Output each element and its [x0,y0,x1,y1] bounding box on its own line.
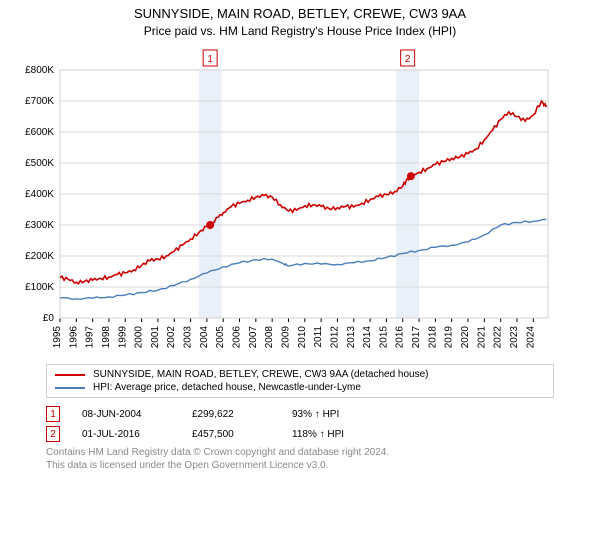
x-axis-label: 1995 [52,326,63,349]
license-line: Contains HM Land Registry data © Crown c… [46,446,590,459]
y-axis-label: £800K [25,65,54,76]
license-text: Contains HM Land Registry data © Crown c… [46,446,590,472]
y-axis-label: £600K [25,127,54,138]
x-axis-label: 2023 [509,326,520,349]
x-axis-label: 1999 [117,326,128,349]
y-axis-label: £500K [25,158,54,169]
sale-marker [407,172,415,180]
x-axis-label: 2011 [313,326,324,348]
x-axis-label: 2014 [362,326,373,349]
license-line: This data is licensed under the Open Gov… [46,459,590,472]
note-date: 01-JUL-2016 [82,429,192,440]
note-badge: 1 [46,406,60,422]
note-pct: 93% ↑ HPI [292,409,339,420]
price-chart: £0 £100K £200K £300K £400K £500K £600K £700K £80… [10,42,558,358]
y-axis-label: £100K [25,282,54,293]
x-axis-label: 2018 [427,326,438,349]
y-axis-label: £700K [25,96,54,107]
x-axis-label: 2022 [493,326,504,349]
note-row: 1 08-JUN-2004£299,62293% ↑ HPI [46,406,590,422]
legend: SUNNYSIDE, MAIN ROAD, BETLEY, CREWE, CW3… [46,364,554,398]
legend-swatch [55,387,85,389]
note-date: 08-JUN-2004 [82,409,192,420]
note-price: £457,500 [192,429,292,440]
x-axis-label: 2008 [264,326,275,349]
legend-label: SUNNYSIDE, MAIN ROAD, BETLEY, CREWE, CW3… [93,369,428,380]
x-axis-label: 2021 [476,326,487,349]
y-axis-label: £300K [25,220,54,231]
x-axis-label: 2003 [183,326,194,349]
x-axis-label: 2015 [378,326,389,349]
chart-title: SUNNYSIDE, MAIN ROAD, BETLEY, CREWE, CW3… [10,6,590,21]
x-axis-label: 2024 [525,326,536,349]
sale-notes: 1 08-JUN-2004£299,62293% ↑ HPI 2 01-JUL-201… [46,406,590,442]
x-axis-label: 2002 [166,326,177,349]
x-axis-label: 2020 [460,326,471,349]
chart-subtitle: Price paid vs. HM Land Registry's House … [10,24,590,38]
note-row: 2 01-JUL-2016£457,500118% ↑ HPI [46,426,590,442]
sale-marker [206,221,214,229]
x-axis-label: 1998 [101,326,112,349]
legend-swatch [55,374,85,376]
legend-item: HPI: Average price, detached house, Newc… [55,382,545,393]
y-axis-label: £200K [25,251,54,262]
x-axis-label: 2006 [232,326,243,349]
note-badge: 2 [46,426,60,442]
x-axis-label: 2005 [215,326,226,349]
x-axis-label: 2009 [280,326,291,349]
x-axis-label: 2013 [346,326,357,349]
y-axis-label: £400K [25,189,54,200]
x-axis-label: 2017 [411,326,422,349]
legend-label: HPI: Average price, detached house, Newc… [93,382,361,393]
chart-badge-label: 2 [405,54,411,65]
chart-badge-label: 1 [207,54,213,65]
x-axis-label: 2004 [199,326,210,349]
x-axis-label: 2010 [297,326,308,349]
x-axis-label: 2012 [329,326,340,349]
x-axis-label: 2007 [248,326,259,349]
y-axis-label: £0 [43,313,55,324]
x-axis-label: 1997 [85,326,96,349]
x-axis-label: 2019 [444,326,455,349]
note-price: £299,622 [192,409,292,420]
x-axis-label: 2001 [150,326,161,349]
x-axis-label: 2000 [134,326,145,349]
legend-item: SUNNYSIDE, MAIN ROAD, BETLEY, CREWE, CW3… [55,369,545,380]
x-axis-label: 1996 [68,326,79,349]
x-axis-label: 2016 [395,326,406,349]
note-pct: 118% ↑ HPI [292,429,344,440]
